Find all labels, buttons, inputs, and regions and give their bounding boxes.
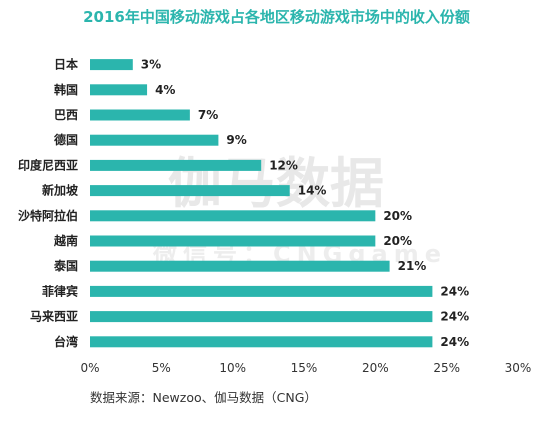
category-label: 印度尼西亚 [18, 157, 78, 172]
bar [90, 159, 262, 171]
data-label: 20% [383, 209, 412, 223]
data-label: 20% [383, 234, 412, 248]
bar [90, 210, 376, 222]
data-label: 7% [198, 108, 218, 122]
x-tick-label: 10% [219, 361, 246, 375]
x-tick-label: 20% [362, 361, 389, 375]
category-label: 韩国 [54, 82, 78, 97]
chart-title: 2016年中国移动游戏占各地区移动游戏市场中的收入份额 [83, 8, 470, 26]
category-label: 马来西亚 [30, 309, 78, 324]
x-tick-label: 15% [291, 361, 318, 375]
data-label: 12% [269, 158, 298, 172]
data-label: 21% [398, 259, 427, 273]
bar [90, 134, 219, 146]
category-label: 越南 [53, 233, 78, 248]
x-tick-label: 0% [80, 361, 99, 375]
bar [90, 285, 433, 297]
data-label: 14% [298, 184, 327, 198]
x-tick-label: 30% [505, 361, 532, 375]
category-label: 菲律宾 [42, 283, 78, 298]
data-label: 9% [226, 133, 246, 147]
bar [90, 185, 290, 197]
chart-source: 数据来源：Newzoo、伽马数据（CNG） [90, 390, 317, 405]
bar [90, 84, 148, 96]
data-label: 3% [141, 58, 161, 72]
bar [90, 260, 390, 272]
data-label: 24% [440, 310, 469, 324]
category-label: 日本 [54, 57, 78, 72]
bar [90, 109, 190, 121]
bar [90, 235, 376, 247]
category-label: 沙特阿拉伯 [18, 208, 78, 223]
category-label: 台湾 [54, 334, 78, 349]
category-label: 德国 [54, 132, 78, 147]
category-label: 新加坡 [42, 183, 79, 198]
data-label: 24% [440, 284, 469, 298]
data-label: 24% [440, 335, 469, 349]
bar [90, 59, 133, 71]
x-tick-label: 5% [152, 361, 171, 375]
bar [90, 336, 433, 348]
category-label: 泰国 [53, 258, 78, 273]
x-tick-label: 25% [433, 361, 460, 375]
data-label: 4% [155, 83, 175, 97]
category-label: 巴西 [54, 108, 78, 122]
bar [90, 311, 433, 323]
